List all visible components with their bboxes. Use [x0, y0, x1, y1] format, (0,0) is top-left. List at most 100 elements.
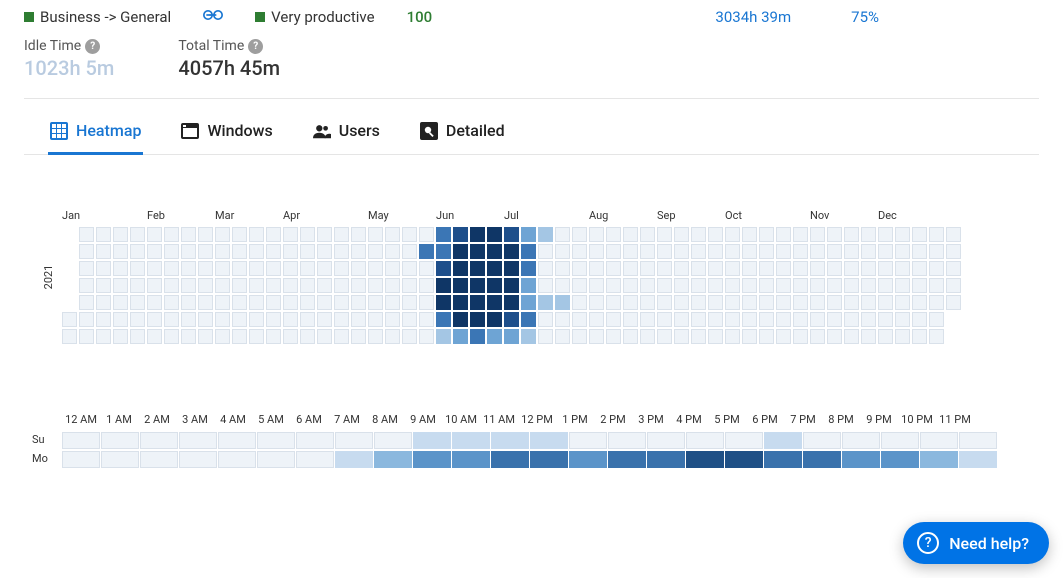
heatmap-cell[interactable] [453, 312, 468, 327]
heatmap-cell[interactable] [113, 295, 128, 310]
heatmap-cell[interactable] [759, 261, 774, 276]
heatmap-cell[interactable] [895, 227, 910, 242]
heatmap-cell[interactable] [759, 227, 774, 242]
heatmap-cell[interactable] [96, 278, 111, 293]
heatmap-cell[interactable] [368, 261, 383, 276]
heatmap-cell[interactable] [79, 295, 94, 310]
heatmap-cell[interactable] [470, 312, 485, 327]
hour-cell[interactable] [335, 432, 373, 449]
hour-cell[interactable] [959, 451, 997, 468]
heatmap-cell[interactable] [300, 244, 315, 259]
heatmap-cell[interactable] [249, 244, 264, 259]
heatmap-cell[interactable] [368, 329, 383, 344]
heatmap-cell[interactable] [215, 278, 230, 293]
hour-cell[interactable] [725, 432, 763, 449]
heatmap-cell[interactable] [198, 312, 213, 327]
heatmap-cell[interactable] [521, 295, 536, 310]
hour-cell[interactable] [803, 432, 841, 449]
hour-cell[interactable] [686, 451, 724, 468]
heatmap-cell[interactable] [606, 227, 621, 242]
heatmap-cell[interactable] [844, 244, 859, 259]
heatmap-cell[interactable] [283, 278, 298, 293]
heatmap-cell[interactable] [198, 227, 213, 242]
heatmap-cell[interactable] [113, 278, 128, 293]
heatmap-cell[interactable] [776, 295, 791, 310]
heatmap-cell[interactable] [725, 329, 740, 344]
heatmap-cell[interactable] [79, 278, 94, 293]
heatmap-cell[interactable] [232, 278, 247, 293]
heatmap-cell[interactable] [96, 244, 111, 259]
heatmap-cell[interactable] [810, 295, 825, 310]
heatmap-cell[interactable] [623, 261, 638, 276]
heatmap-cell[interactable] [844, 312, 859, 327]
heatmap-cell[interactable] [657, 244, 672, 259]
hour-cell[interactable] [62, 451, 100, 468]
heatmap-cell[interactable] [487, 244, 502, 259]
heatmap-cell[interactable] [436, 261, 451, 276]
heatmap-cell[interactable] [589, 227, 604, 242]
heatmap-cell[interactable] [725, 244, 740, 259]
heatmap-cell[interactable] [334, 295, 349, 310]
heatmap-cell[interactable] [436, 329, 451, 344]
heatmap-cell[interactable] [521, 278, 536, 293]
heatmap-cell[interactable] [844, 295, 859, 310]
heatmap-cell[interactable] [453, 329, 468, 344]
hour-cell[interactable] [452, 451, 490, 468]
hour-cell[interactable] [959, 432, 997, 449]
heatmap-cell[interactable] [555, 295, 570, 310]
heatmap-cell[interactable] [96, 312, 111, 327]
heatmap-cell[interactable] [623, 278, 638, 293]
heatmap-cell[interactable] [640, 278, 655, 293]
hour-cell[interactable] [179, 451, 217, 468]
heatmap-cell[interactable] [453, 261, 468, 276]
hour-cell[interactable] [725, 451, 763, 468]
tab-heatmap[interactable]: Heatmap [48, 113, 143, 155]
heatmap-cell[interactable] [147, 261, 162, 276]
heatmap-cell[interactable] [96, 261, 111, 276]
help-icon[interactable]: ? [248, 39, 263, 54]
heatmap-cell[interactable] [708, 227, 723, 242]
heatmap-cell[interactable] [79, 261, 94, 276]
hour-cell[interactable] [413, 432, 451, 449]
help-button[interactable]: ? Need help? [903, 522, 1049, 564]
heatmap-cell[interactable] [691, 312, 706, 327]
heatmap-cell[interactable] [147, 295, 162, 310]
heatmap-cell[interactable] [793, 329, 808, 344]
heatmap-cell[interactable] [674, 261, 689, 276]
heatmap-cell[interactable] [368, 312, 383, 327]
heatmap-cell[interactable] [623, 312, 638, 327]
heatmap-cell[interactable] [521, 227, 536, 242]
heatmap-cell[interactable] [929, 227, 944, 242]
heatmap-cell[interactable] [674, 244, 689, 259]
heatmap-cell[interactable] [385, 312, 400, 327]
heatmap-cell[interactable] [691, 261, 706, 276]
heatmap-cell[interactable] [895, 261, 910, 276]
heatmap-cell[interactable] [759, 329, 774, 344]
heatmap-cell[interactable] [929, 312, 944, 327]
heatmap-cell[interactable] [844, 227, 859, 242]
heatmap-cell[interactable] [861, 261, 876, 276]
heatmap-cell[interactable] [606, 295, 621, 310]
heatmap-cell[interactable] [810, 278, 825, 293]
heatmap-cell[interactable] [657, 261, 672, 276]
heatmap-cell[interactable] [147, 278, 162, 293]
heatmap-cell[interactable] [538, 278, 553, 293]
hour-cell[interactable] [257, 451, 295, 468]
heatmap-cell[interactable] [164, 312, 179, 327]
heatmap-cell[interactable] [929, 278, 944, 293]
heatmap-cell[interactable] [725, 261, 740, 276]
hour-cell[interactable] [374, 432, 412, 449]
heatmap-cell[interactable] [708, 278, 723, 293]
heatmap-cell[interactable] [453, 244, 468, 259]
heatmap-cell[interactable] [623, 227, 638, 242]
heatmap-cell[interactable] [946, 295, 961, 310]
heatmap-cell[interactable] [181, 278, 196, 293]
heatmap-cell[interactable] [929, 244, 944, 259]
hour-cell[interactable] [881, 451, 919, 468]
heatmap-cell[interactable] [759, 244, 774, 259]
heatmap-cell[interactable] [487, 278, 502, 293]
heatmap-cell[interactable] [79, 227, 94, 242]
heatmap-cell[interactable] [742, 227, 757, 242]
heatmap-cell[interactable] [334, 278, 349, 293]
heatmap-cell[interactable] [147, 312, 162, 327]
